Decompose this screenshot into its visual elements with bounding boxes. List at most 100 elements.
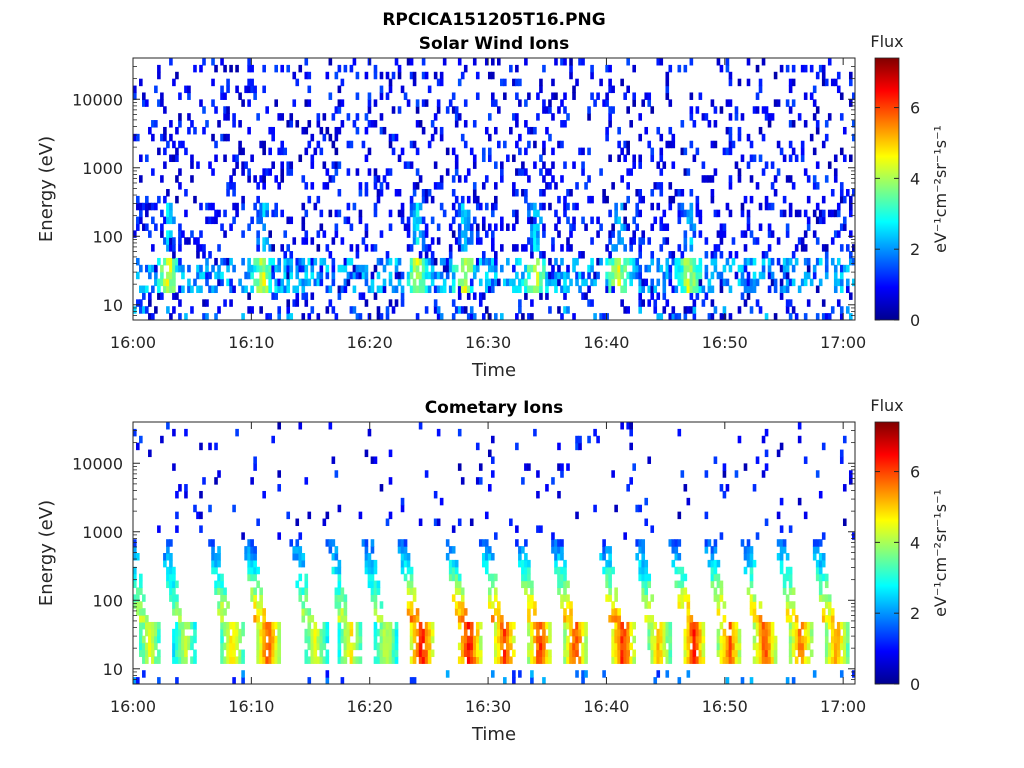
spectrogram-cell: [463, 64, 468, 73]
spectrogram-cell: [187, 635, 191, 644]
spectrogram-cell: [337, 573, 342, 582]
spectrogram-cell: [611, 628, 615, 637]
spectrogram-cell: [587, 175, 591, 183]
x-tick-label: 16:20: [347, 697, 393, 716]
spectrogram-cell: [175, 656, 179, 664]
spectrogram-cell: [668, 271, 673, 280]
spectrogram-cell: [728, 147, 733, 156]
spectrogram-cell: [533, 428, 537, 437]
spectrogram-cell: [286, 264, 291, 273]
spectrogram-cell: [304, 656, 309, 664]
spectrogram-cell: [250, 154, 254, 163]
spectrogram-cell: [466, 264, 471, 273]
spectrogram-cell: [301, 278, 306, 287]
spectrogram-cell: [560, 539, 564, 547]
spectrogram-cell: [767, 120, 772, 128]
spectrogram-cell: [409, 566, 414, 575]
spectrogram-cell: [554, 92, 558, 100]
spectrogram-cell: [656, 126, 661, 135]
spectrogram-cell: [629, 428, 633, 437]
spectrogram-cell: [638, 292, 643, 300]
spectrogram-cell: [343, 656, 348, 664]
spectrogram-cell: [412, 216, 417, 225]
spectrogram-cell: [677, 594, 682, 602]
spectrogram-cell: [839, 621, 844, 630]
spectrogram-cell: [788, 573, 793, 582]
spectrogram-cell: [830, 635, 835, 644]
cometary-ylabel: Energy (eV): [36, 500, 57, 606]
spectrogram-cell: [530, 580, 534, 589]
spectrogram-cell: [361, 292, 366, 300]
spectrogram-cell: [509, 628, 513, 637]
spectrogram-cell: [160, 175, 164, 183]
spectrogram-cell: [710, 285, 715, 294]
spectrogram-cell: [656, 257, 661, 266]
spectrogram-cell: [373, 594, 378, 602]
spectrogram-cell: [157, 257, 161, 266]
spectrogram-cell: [740, 264, 745, 273]
spectrogram-cell: [256, 195, 260, 204]
spectrogram-cell: [295, 120, 300, 128]
spectrogram-cell: [388, 257, 393, 266]
spectrogram-cell: [746, 546, 751, 554]
spectrogram-cell: [797, 422, 802, 430]
spectrogram-cell: [689, 278, 694, 287]
spectrogram-cell: [518, 306, 522, 314]
spectrogram-cell: [638, 251, 643, 259]
spectrogram-cell: [695, 264, 700, 273]
spectrogram-cell: [481, 257, 486, 266]
spectrogram-cell: [494, 656, 498, 664]
spectrogram-cell: [352, 642, 357, 651]
spectrogram-cell: [280, 209, 285, 218]
spectrogram-cell: [415, 313, 420, 320]
spectrogram-cell: [737, 642, 742, 651]
spectrogram-cell: [220, 608, 224, 616]
spectrogram-cell: [247, 539, 251, 547]
spectrogram-cell: [500, 78, 504, 87]
spectrogram-cell: [373, 642, 378, 651]
spectrogram-cell: [403, 223, 408, 231]
spectrogram-cell: [575, 257, 579, 266]
spectrogram-cell: [214, 271, 218, 280]
spectrogram-cell: [536, 244, 540, 252]
spectrogram-cell: [370, 559, 375, 568]
spectrogram-cell: [406, 271, 411, 280]
spectrogram-cell: [791, 264, 796, 273]
spectrogram-cell: [448, 546, 453, 554]
spectrogram-cell: [388, 449, 393, 458]
spectrogram-cell: [806, 635, 811, 644]
spectrogram-cell: [836, 635, 841, 644]
spectrogram-cell: [406, 559, 411, 568]
spectrogram-cell: [698, 285, 703, 294]
spectrogram-cell: [569, 628, 573, 637]
spectrogram-cell: [379, 126, 384, 135]
spectrogram-cell: [253, 85, 257, 94]
spectrogram-cell: [379, 313, 384, 320]
spectrogram-cell: [160, 264, 164, 273]
spectrogram-cell: [271, 244, 275, 252]
spectrogram-cell: [181, 285, 185, 294]
spectrogram-cell: [298, 559, 303, 568]
spectrogram-cell: [833, 230, 838, 238]
spectrogram-cell: [340, 635, 345, 644]
spectrogram-cell: [656, 656, 661, 664]
spectrogram-cell: [803, 313, 808, 320]
spectrogram-cell: [686, 209, 691, 218]
spectrogram-cell: [722, 306, 727, 314]
spectrogram-cell: [400, 539, 405, 547]
spectrogram-cell: [635, 189, 639, 197]
spectrogram-cell: [716, 601, 721, 609]
spectrogram-cell: [665, 78, 670, 87]
spectrogram-cell: [692, 306, 697, 314]
spectrogram-cell: [764, 113, 769, 121]
spectrogram-cell: [494, 195, 498, 204]
spectrogram-cell: [710, 175, 715, 183]
spectrogram-cell: [662, 161, 667, 169]
spectrogram-cell: [475, 642, 480, 651]
spectrogram-cell: [274, 278, 278, 287]
spectrogram-cell: [415, 120, 420, 128]
spectrogram-cell: [400, 553, 405, 561]
spectrogram-cell: [542, 656, 546, 664]
spectrogram-cell: [590, 264, 594, 273]
spectrogram-cell: [740, 209, 745, 218]
